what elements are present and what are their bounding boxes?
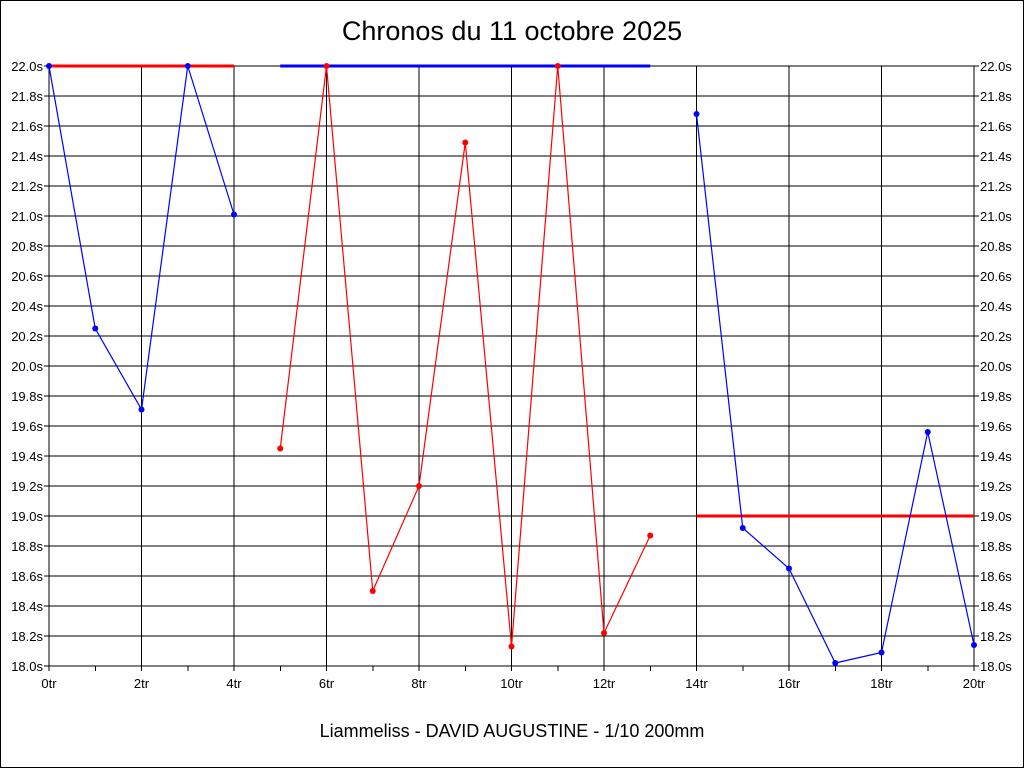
data-point — [231, 211, 237, 218]
x-tick-label: 18tr — [870, 676, 893, 691]
data-point — [92, 325, 99, 332]
x-tick-label: 2tr — [134, 676, 150, 691]
y-tick-label-left: 20.0s — [11, 359, 43, 374]
y-tick-label-left: 21.8s — [11, 89, 43, 104]
data-point — [647, 532, 654, 539]
y-tick-label-right: 20.8s — [980, 239, 1012, 254]
y-tick-label-right: 18.4s — [980, 599, 1012, 614]
y-tick-label-left: 18.8s — [11, 539, 43, 554]
y-tick-label-right: 19.8s — [980, 389, 1012, 404]
data-point — [832, 660, 839, 666]
y-tick-label-right: 19.6s — [980, 419, 1012, 434]
y-tick-label-right: 20.4s — [980, 299, 1012, 314]
data-point — [739, 525, 746, 531]
y-tick-label-left: 20.4s — [11, 299, 43, 314]
y-tick-label-right: 20.6s — [980, 269, 1012, 284]
data-point — [277, 445, 284, 452]
data-point — [138, 406, 145, 413]
x-tick-label: 10tr — [500, 676, 523, 691]
y-tick-label-left: 19.6s — [11, 419, 43, 434]
x-tick-label: 8tr — [411, 676, 427, 691]
x-tick-label: 16tr — [778, 676, 801, 691]
data-point — [601, 630, 607, 636]
y-tick-label-left: 21.6s — [11, 119, 43, 134]
y-tick-label-left: 20.2s — [11, 329, 43, 344]
data-point — [416, 483, 422, 489]
chart-title: Chronos du 11 octobre 2025 — [341, 16, 683, 46]
y-tick-label-left: 18.4s — [11, 599, 43, 614]
y-tick-label-right: 21.4s — [980, 149, 1012, 164]
data-point — [462, 139, 469, 146]
y-tick-label-right: 19.4s — [980, 449, 1012, 464]
data-point — [184, 63, 191, 69]
data-point — [323, 63, 330, 69]
x-tick-label: 4tr — [226, 676, 242, 691]
y-tick-label-right: 19.0s — [980, 509, 1012, 524]
series-line — [695, 113, 975, 664]
data-point — [693, 111, 700, 117]
y-tick-label-left: 21.2s — [11, 179, 43, 194]
y-tick-label-left: 22.0s — [11, 59, 43, 74]
y-tick-label-left: 20.8s — [11, 239, 43, 254]
y-tick-label-right: 22.0s — [980, 59, 1012, 74]
y-tick-label-left: 18.2s — [11, 629, 43, 644]
chart-footer: Liammeliss - DAVID AUGUSTINE - 1/10 200m… — [319, 721, 705, 741]
data-point — [554, 63, 561, 69]
x-tick-label: 12tr — [593, 676, 616, 691]
y-tick-label-left: 20.6s — [11, 269, 43, 284]
y-tick-label-left: 18.6s — [11, 569, 43, 584]
data-point — [971, 642, 977, 648]
x-tick-label: 6tr — [319, 676, 335, 691]
y-tick-label-right: 18.2s — [980, 629, 1012, 644]
y-tick-label-right: 21.6s — [980, 119, 1012, 134]
y-tick-label-right: 19.2s — [980, 479, 1012, 494]
data-point — [508, 643, 515, 650]
y-tick-label-right: 20.0s — [980, 359, 1012, 374]
y-tick-label-left: 19.0s — [11, 509, 43, 524]
y-tick-label-right: 20.2s — [980, 329, 1012, 344]
y-tick-label-right: 21.0s — [980, 209, 1012, 224]
data-point — [46, 63, 52, 69]
y-tick-label-left: 19.4s — [11, 449, 43, 464]
y-tick-label-left: 18.0s — [11, 659, 43, 674]
x-tick-label: 20tr — [963, 676, 986, 691]
x-tick-label: 14tr — [685, 676, 708, 691]
data-point — [924, 429, 931, 435]
y-tick-label-right: 21.8s — [980, 89, 1012, 104]
y-tick-label-right: 21.2s — [980, 179, 1012, 194]
y-tick-label-right: 18.0s — [980, 659, 1012, 674]
y-tick-label-left: 19.2s — [11, 479, 43, 494]
y-tick-label-left: 21.0s — [11, 209, 43, 224]
y-tick-label-left: 19.8s — [11, 389, 43, 404]
series-line — [279, 65, 651, 647]
x-tick-label: 0tr — [41, 676, 57, 691]
y-tick-label-right: 18.6s — [980, 569, 1012, 584]
data-point — [878, 649, 885, 656]
data-point — [786, 565, 792, 572]
y-tick-label-left: 21.4s — [11, 149, 43, 164]
data-point — [369, 588, 376, 594]
y-tick-label-right: 18.8s — [980, 539, 1012, 554]
